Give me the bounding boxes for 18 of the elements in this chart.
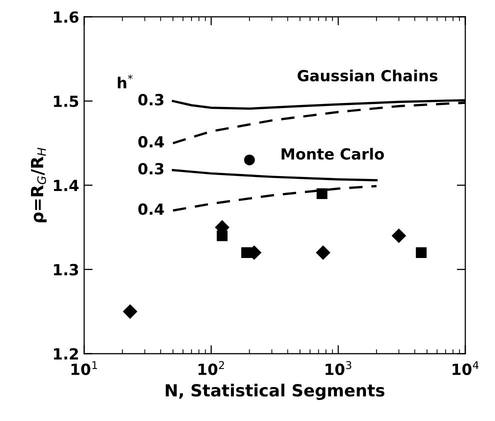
y-tick-label: 1.5 xyxy=(54,96,78,108)
x-tick-label: 10$^{2}$ xyxy=(198,361,224,376)
y-tick-label: 1.3 xyxy=(54,264,78,276)
annotation: Gaussian Chains xyxy=(298,70,438,82)
x-axis-title: N, Statistical Segments xyxy=(166,384,384,400)
y-tick-label: 1.4 xyxy=(54,180,79,192)
annotation: 0.4 xyxy=(138,136,164,148)
y-tick-label: 1.2 xyxy=(54,348,78,360)
annotation: 0.4 xyxy=(138,203,164,215)
annotation: 0.3 xyxy=(138,162,164,175)
x-tick-label: 10$^{3}$ xyxy=(326,361,352,376)
annotation: h$^{*}$ xyxy=(118,74,133,88)
annotation: Monte Carlo xyxy=(282,148,384,160)
y-tick-label: 1.6 xyxy=(54,11,78,23)
annotation: 0.3 xyxy=(138,94,164,106)
x-tick-label: 10$^{1}$ xyxy=(72,361,98,376)
y-axis-title: ρ=R$_{G}$/R$_{H}$ xyxy=(31,148,47,222)
x-tick-label: 10$^{4}$ xyxy=(452,361,479,376)
